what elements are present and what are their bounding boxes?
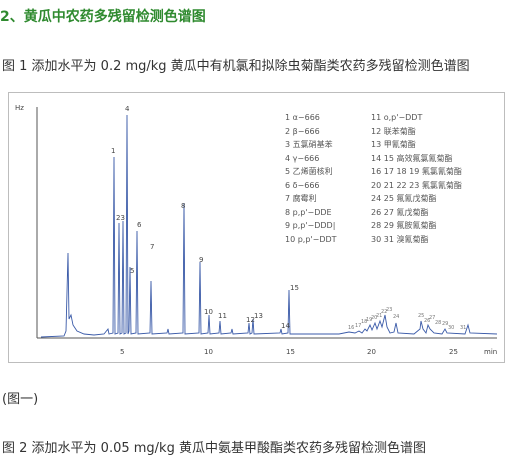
x-tick-label: 20 (367, 348, 376, 356)
legend-item: 13 甲氰菊酯 (371, 139, 416, 149)
x-tick-label: 10 (204, 348, 213, 356)
legend-item: 1 α−666 (285, 113, 320, 122)
legend-item: 16 17 18 19 氟氯氰菊酯 (371, 166, 462, 176)
peak-label: 16 (348, 325, 354, 331)
peak-label: 1 (111, 147, 115, 155)
peak-label: 22 (381, 309, 387, 315)
legend-item: 24 25 氟氰戊菊酯 (371, 193, 436, 203)
legend-item: 3 五氯硝基苯 (285, 139, 333, 149)
peak-label: 30 (448, 325, 454, 331)
x-tick-label: 25 (449, 348, 458, 356)
legend-item: 2 β−666 (285, 127, 320, 136)
x-tick-label: 5 (120, 348, 124, 356)
legend-item: 20 21 22 23 氟氯氰菊酯 (371, 180, 462, 190)
chromatogram-trace (40, 114, 498, 338)
legend-item: 4 γ−666 (285, 154, 319, 163)
peak-label: 29 (442, 321, 448, 327)
peak-label: 7 (150, 243, 154, 251)
legend-item: 26 27 氰戊菊酯 (371, 207, 428, 217)
peak-label: 17 (355, 323, 361, 329)
y-unit-label: Hz (15, 104, 24, 112)
peak-label: 11 (218, 312, 227, 320)
legend-item: 11 o,p'−DDT (371, 113, 422, 122)
chromatogram-figure: Hz min 5 10 15 20 25 1 23 4 5 6 7 8 9 10… (8, 92, 505, 363)
figure-1-sublabel: (图一) (2, 392, 39, 407)
figure-2-caption: 图 2 添加水平为 0.05 mg/kg 黄瓜中氨基甲酸酯类农药多残留检测色谱图 (2, 441, 426, 456)
peak-label: 31 (460, 325, 466, 331)
x-tick-labels: 5 10 15 20 25 (120, 348, 458, 356)
peak-label: 23 (116, 214, 125, 222)
legend-item: 5 乙烯菌核利 (285, 166, 333, 176)
legend-item: 10 p,p'−DDT (285, 235, 337, 244)
peak-label: 25 (418, 313, 424, 319)
peak-label: 13 (254, 312, 263, 320)
peak-label: 19 (366, 317, 372, 323)
legend-item: 30 31 溴氰菊酯 (371, 234, 428, 244)
legend-item: 12 联苯菊酯 (371, 126, 416, 136)
peak-label: 9 (199, 256, 203, 264)
peak-labels: 1 23 4 5 6 7 8 9 10 11 12 13 14 15 (111, 105, 299, 330)
peak-label: 15 (290, 284, 299, 292)
legend-item: 7 腐霉利 (285, 193, 317, 203)
peak-label: 4 (125, 105, 130, 113)
x-tick-label: 15 (286, 348, 295, 356)
peak-label: 18 (361, 319, 367, 325)
legend: 1 α−666 2 β−666 3 五氯硝基苯 4 γ−666 5 乙烯菌核利 … (285, 113, 462, 244)
peak-label: 26 (424, 318, 430, 324)
legend-item: 6 δ−666 (285, 181, 320, 190)
section-title: 2、黄瓜中农药多残留检测色谱图 (0, 9, 206, 25)
peak-label: 14 (281, 322, 290, 330)
peak-label: 27 (429, 315, 435, 321)
peak-label: 28 (435, 320, 441, 326)
peak-label: 23 (386, 307, 392, 313)
peak-label: 21 (376, 313, 382, 319)
peak-label: 24 (393, 314, 399, 320)
legend-item: 8 p,p'−DDE (285, 208, 332, 217)
peak-label: 8 (181, 202, 185, 210)
peak-label: 5 (130, 267, 134, 275)
figure-1-caption: 图 1 添加水平为 0.2 mg/kg 黄瓜中有机氯和拟除虫菊酯类农药多残留检测… (2, 59, 470, 74)
legend-item: 9 p,p'−DDD| (285, 221, 335, 230)
peak-label: 20 (371, 315, 377, 321)
legend-item: 28 29 氟胺氰菊酯 (371, 220, 436, 230)
peak-labels-small: 16 17 18 19 20 21 22 23 24 25 26 27 28 2… (348, 307, 466, 331)
peak-label: 12 (246, 316, 255, 324)
x-unit-label: min (484, 348, 497, 356)
legend-item: 14 15 高效氟氯氰菊酯 (371, 153, 452, 163)
chromatogram-svg: Hz min 5 10 15 20 25 1 23 4 5 6 7 8 9 10… (15, 104, 498, 356)
peak-label: 6 (137, 221, 142, 229)
peak-label: 10 (204, 308, 213, 316)
